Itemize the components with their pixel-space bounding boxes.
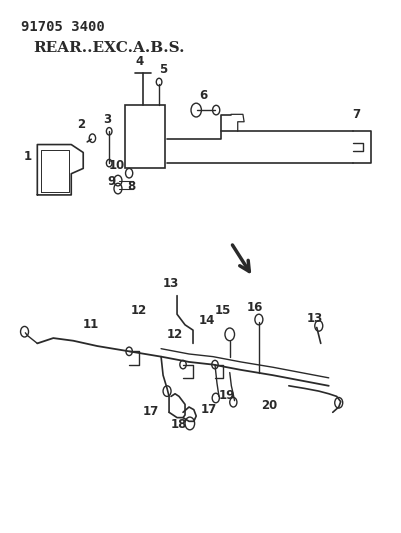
Text: REAR..EXC.A.B.S.: REAR..EXC.A.B.S.	[33, 41, 184, 55]
Text: 19: 19	[218, 389, 235, 402]
Text: 6: 6	[198, 89, 207, 102]
Text: 2: 2	[77, 118, 85, 131]
Text: 15: 15	[214, 304, 231, 317]
Text: 91705 3400: 91705 3400	[21, 20, 105, 34]
Text: 1: 1	[23, 150, 31, 163]
Text: 9: 9	[107, 175, 115, 188]
Text: 3: 3	[103, 113, 111, 126]
Text: 4: 4	[135, 55, 143, 68]
Text: 14: 14	[198, 314, 215, 327]
Text: 11: 11	[83, 318, 99, 331]
Text: 20: 20	[260, 399, 276, 413]
Text: 7: 7	[352, 108, 360, 120]
Bar	[125, 105, 165, 168]
Text: 17: 17	[200, 403, 217, 416]
Text: 18: 18	[170, 418, 187, 431]
Text: 12: 12	[166, 328, 183, 341]
Text: 5: 5	[158, 62, 167, 76]
Text: 13: 13	[306, 312, 322, 325]
Text: 10: 10	[109, 159, 125, 172]
Text: 17: 17	[143, 405, 159, 418]
Text: 13: 13	[162, 277, 179, 290]
Text: 8: 8	[127, 180, 135, 193]
Text: 16: 16	[246, 301, 262, 314]
Text: 12: 12	[131, 304, 147, 317]
